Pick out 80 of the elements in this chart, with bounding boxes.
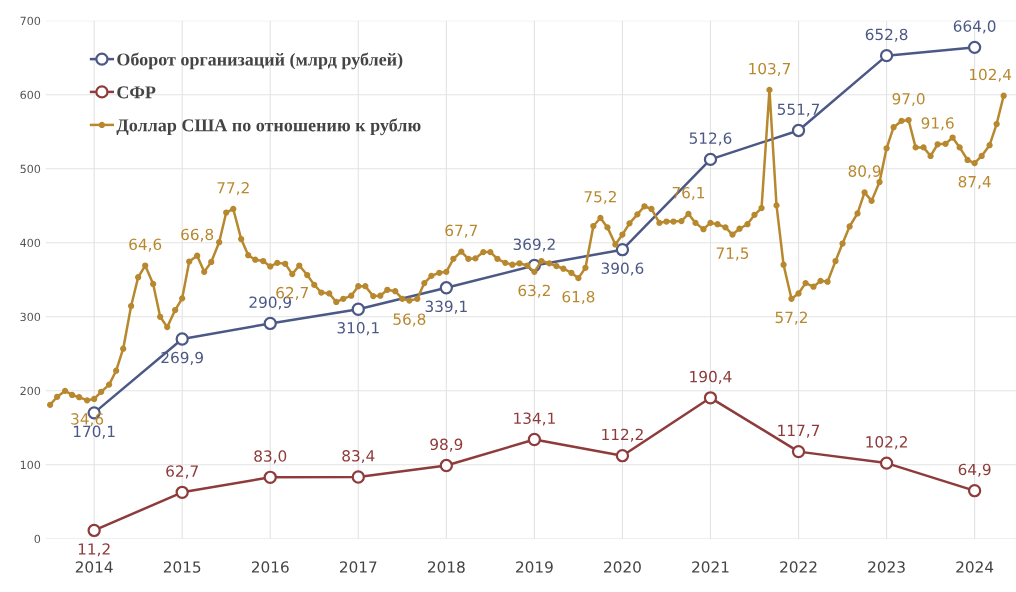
data-label: 98,9	[430, 438, 463, 452]
data-label: 64,9	[958, 463, 991, 477]
y-tick-label: 100	[20, 460, 41, 470]
legend-label: Доллар США по отношению к рублю	[116, 118, 421, 136]
data-label: 170,1	[73, 425, 115, 439]
point	[351, 302, 365, 316]
data-label: 102,2	[866, 436, 907, 450]
x-tick-label: 2020	[604, 561, 641, 573]
point	[791, 123, 806, 138]
y-tick-label: 200	[20, 386, 41, 396]
point	[967, 484, 982, 498]
x-tick-label: 2014	[75, 561, 113, 573]
y-tick-label: 400	[20, 238, 41, 248]
data-label: 83,0	[254, 450, 287, 464]
point	[263, 316, 277, 331]
point	[791, 444, 806, 459]
x-tick-label: 2015	[163, 561, 201, 573]
point	[967, 40, 982, 55]
data-label: 102,4	[969, 68, 1012, 82]
data-label: 512,6	[689, 132, 732, 146]
data-label: 75,2	[584, 190, 616, 205]
data-label: 652,8	[865, 28, 908, 42]
data-label: 61,8	[562, 290, 595, 305]
data-label: 190,4	[690, 370, 732, 384]
data-label: 664,0	[953, 20, 996, 34]
point	[615, 449, 630, 463]
x-tick-label: 2021	[692, 561, 729, 573]
x-tick-label: 2023	[868, 561, 905, 573]
legend-label: СФР	[117, 86, 156, 99]
point	[439, 458, 453, 473]
point	[175, 485, 189, 499]
data-label: 310,1	[337, 322, 379, 336]
data-label: 369,2	[513, 238, 555, 252]
point	[175, 332, 189, 346]
data-label: 91,6	[921, 117, 954, 131]
point	[615, 243, 630, 257]
data-label: 71,5	[716, 247, 749, 261]
point	[703, 152, 718, 167]
point	[351, 470, 365, 484]
x-tick-label: 2017	[339, 561, 377, 573]
y-tick-label: 0	[34, 534, 41, 544]
y-tick-label: 300	[20, 312, 41, 322]
legend-label: Оборот организаций (млрд рублей)	[117, 52, 403, 70]
data-label: 11,2	[78, 543, 110, 557]
data-label: 62,7	[166, 465, 198, 479]
point	[263, 470, 277, 484]
x-tick-label: 2018	[428, 561, 465, 573]
data-label: 103,7	[749, 62, 791, 77]
data-label: 97,0	[892, 92, 925, 107]
data-label: 112,2	[602, 428, 643, 442]
data-label: 269,9	[161, 351, 203, 365]
data-label: 66,8	[181, 228, 214, 242]
data-label: 80,9	[848, 165, 881, 179]
x-tick-label: 2016	[251, 561, 289, 573]
data-label: 57,2	[775, 311, 807, 325]
data-label: 56,8	[393, 313, 426, 327]
data-label: 83,4	[342, 449, 375, 464]
y-tick-label: 600	[20, 90, 41, 100]
data-label: 67,7	[445, 224, 478, 238]
point	[879, 456, 894, 470]
point	[879, 48, 894, 63]
point	[703, 391, 718, 405]
data-label: 339,1	[425, 300, 467, 314]
data-label: 551,7	[777, 103, 820, 117]
x-tick-label: 2022	[780, 561, 817, 573]
data-label: 390,6	[601, 262, 644, 276]
point	[439, 281, 453, 295]
data-label: 77,2	[217, 181, 249, 196]
data-label: 134,1	[514, 412, 555, 426]
y-tick-label: 500	[20, 164, 41, 174]
x-tick-label: 2024	[956, 561, 994, 573]
data-label: 87,4	[958, 175, 991, 190]
data-label: 34,6	[71, 413, 104, 427]
data-label: 117,7	[778, 424, 820, 438]
y-tick-label: 700	[20, 16, 41, 26]
data-label: 64,6	[129, 238, 162, 252]
data-label: 63,2	[518, 284, 550, 298]
x-tick-label: 2019	[516, 561, 553, 573]
point	[527, 432, 542, 447]
point	[87, 523, 101, 538]
